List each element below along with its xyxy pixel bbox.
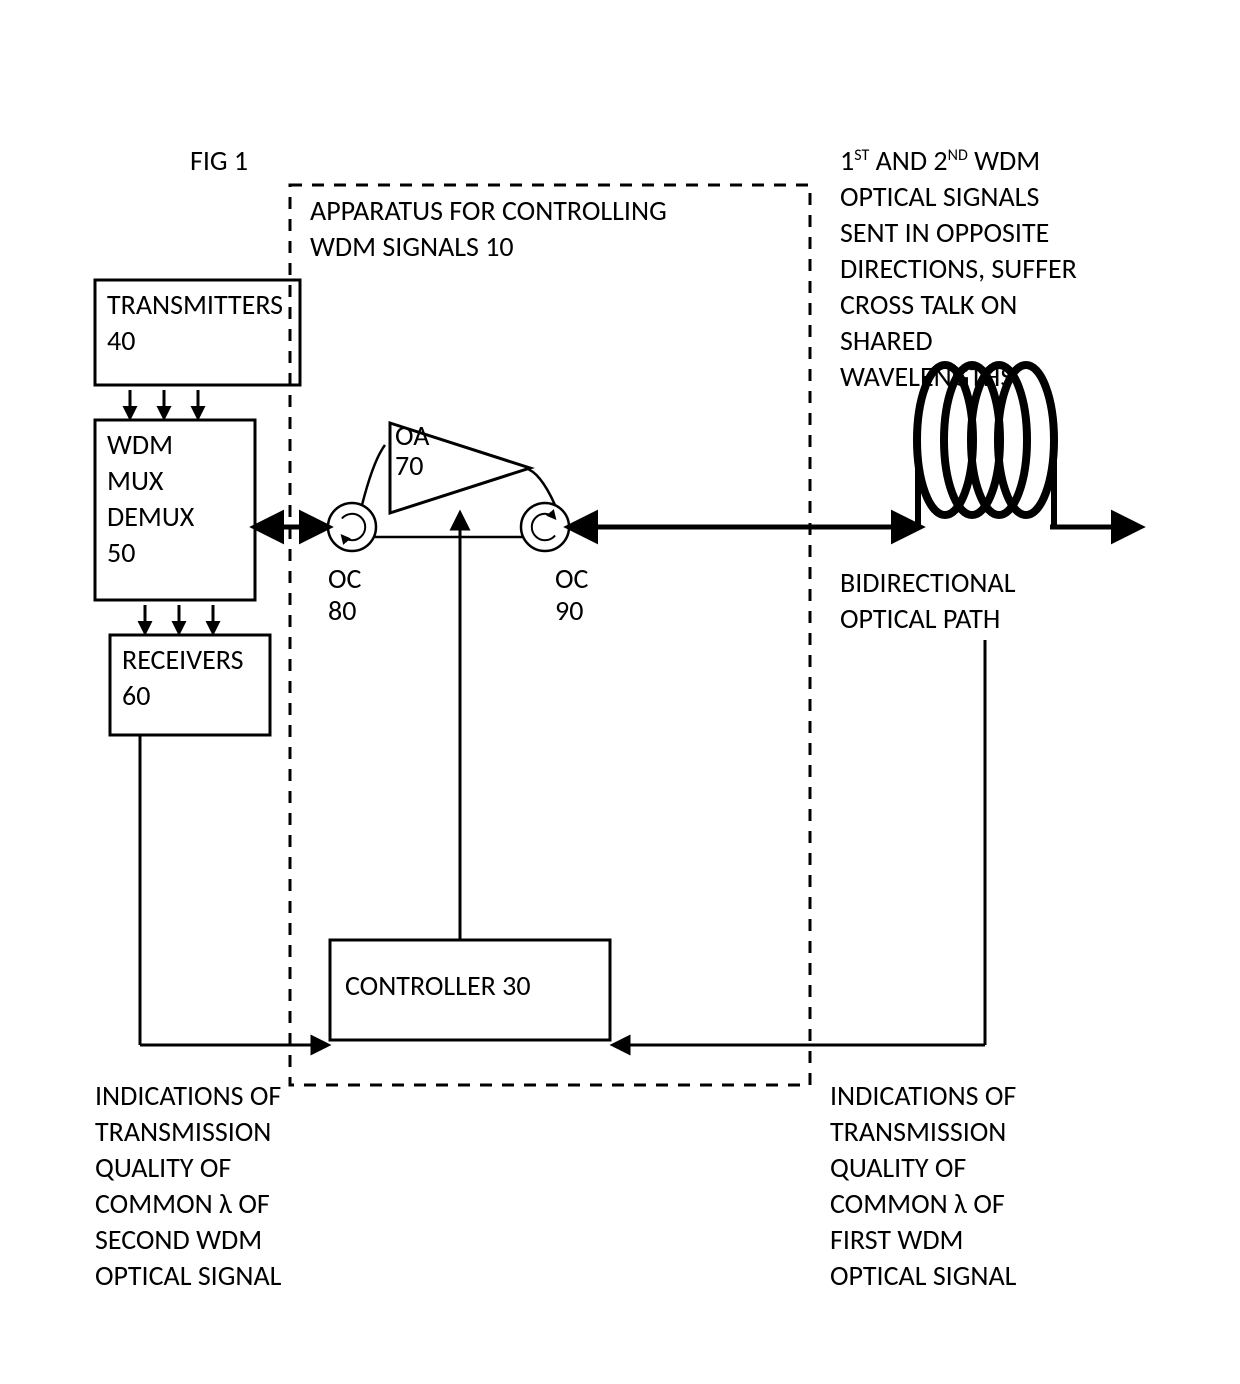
- right-indications-label: COMMON λ OF: [830, 1186, 1005, 1221]
- circulator-left-label: OC: [328, 561, 362, 596]
- transmitters-box-label: TRANSMITTERS: [107, 287, 283, 322]
- wdm-mux-demux-box-label: 50: [107, 535, 135, 570]
- bidirectional-label: OPTICAL PATH: [840, 601, 1000, 636]
- right-indications-label: OPTICAL SIGNAL: [830, 1258, 1017, 1293]
- apparatus-container: [290, 185, 810, 1085]
- line-oc80-to-oa: [362, 445, 385, 505]
- right-indications-label: QUALITY OF: [830, 1150, 966, 1185]
- circulator-left-arc: [342, 514, 365, 540]
- left-indications-label: SECOND WDM: [95, 1222, 262, 1257]
- top-right-label: CROSS TALK ON: [840, 287, 1017, 322]
- left-indications-label: INDICATIONS OF: [95, 1078, 281, 1113]
- apparatus-title: WDM SIGNALS 10: [310, 229, 514, 264]
- circulator-left-icon: [328, 503, 376, 551]
- circulator-left-label: 80: [328, 593, 356, 628]
- transmitters-box-label: 40: [107, 323, 135, 358]
- bidirectional-label: BIDIRECTIONAL: [840, 565, 1016, 600]
- receivers-box-label: RECEIVERS: [122, 642, 243, 677]
- line-oa-to-oc90: [525, 468, 555, 505]
- top-right-label: DIRECTIONS, SUFFER: [840, 251, 1077, 286]
- left-indications-label: OPTICAL SIGNAL: [95, 1258, 282, 1293]
- right-indications-label: FIRST WDM: [830, 1222, 963, 1257]
- right-indications-label: TRANSMISSION: [830, 1114, 1006, 1149]
- left-indications-label: QUALITY OF: [95, 1150, 231, 1185]
- wdm-mux-demux-box-label: MUX: [107, 463, 164, 498]
- wdm-mux-demux-box-label: WDM: [107, 427, 173, 462]
- wdm-mux-demux-box-label: DEMUX: [107, 499, 195, 534]
- top-right-label: SENT IN OPPOSITE: [840, 215, 1049, 250]
- top-right-label: 1ST AND 2ND WDM: [840, 143, 1040, 178]
- diagram-canvas: FIG 1 APPARATUS FOR CONTROLLINGWDM SIGNAL…: [0, 0, 1240, 1384]
- circulator-right-label: OC: [555, 561, 589, 596]
- left-indications-label: TRANSMISSION: [95, 1114, 271, 1149]
- circulator-right-arc: [532, 514, 555, 540]
- right-indications-label: INDICATIONS OF: [830, 1078, 1016, 1113]
- receivers-box-label: 60: [122, 678, 150, 713]
- apparatus-title: APPARATUS FOR CONTROLLING: [310, 193, 667, 228]
- oa-label: 70: [395, 448, 423, 483]
- top-right-label: OPTICAL SIGNALS: [840, 179, 1039, 214]
- circulator-right-icon: [521, 503, 569, 551]
- left-indications-label: COMMON λ OF: [95, 1186, 270, 1221]
- controller-label: CONTROLLER 30: [345, 968, 531, 1003]
- top-right-label: SHARED: [840, 323, 933, 358]
- top-right-label: WAVELENGTHS: [840, 359, 1013, 394]
- figure-label: FIG 1: [190, 143, 248, 178]
- circulator-right-label: 90: [555, 593, 583, 628]
